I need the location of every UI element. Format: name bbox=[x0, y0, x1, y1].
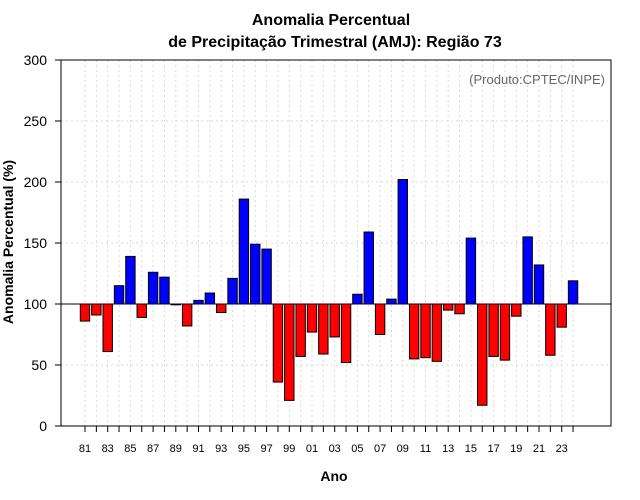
bar-88 bbox=[159, 276, 170, 305]
bar-22 bbox=[545, 303, 556, 356]
bar-97 bbox=[261, 248, 272, 305]
bar-12 bbox=[431, 303, 443, 362]
bars bbox=[79, 179, 579, 406]
y-tick-label: 0 bbox=[39, 418, 47, 434]
y-axis-label: Anomalia Percentual (%) bbox=[0, 160, 16, 324]
x-tick-label: 85 bbox=[124, 443, 136, 455]
bar-84 bbox=[113, 285, 125, 305]
y-tick-label: 300 bbox=[24, 52, 48, 68]
bar-96 bbox=[250, 243, 261, 305]
bar-23 bbox=[556, 303, 567, 328]
x-tick-label: 05 bbox=[351, 443, 363, 455]
x-tick-label: 11 bbox=[420, 443, 431, 455]
bar-93 bbox=[216, 303, 227, 314]
x-tick-label: 83 bbox=[102, 443, 114, 455]
bar-09 bbox=[397, 179, 409, 305]
y-tick-label: 100 bbox=[24, 296, 48, 312]
x-tick-label: 17 bbox=[487, 443, 499, 455]
bar-83 bbox=[102, 303, 113, 353]
bar-90 bbox=[181, 303, 193, 327]
x-tick-label: 15 bbox=[465, 443, 477, 455]
x-tick-label: 95 bbox=[238, 443, 250, 455]
x-tick-label: 93 bbox=[215, 443, 227, 455]
bar-94 bbox=[227, 277, 238, 305]
bar-05 bbox=[352, 293, 363, 305]
chart-title-line-1: Anomalia Percentual bbox=[252, 12, 410, 29]
y-tick-label: 250 bbox=[24, 113, 48, 129]
bar-14 bbox=[454, 303, 465, 315]
bar-20 bbox=[522, 236, 533, 305]
bar-03 bbox=[329, 303, 340, 338]
x-tick-label: 99 bbox=[283, 443, 295, 455]
bar-24 bbox=[567, 280, 579, 305]
x-tick-label: 09 bbox=[397, 443, 409, 455]
x-tick-label: 07 bbox=[374, 443, 386, 455]
y-tick-label: 200 bbox=[24, 174, 48, 190]
bar-86 bbox=[136, 303, 147, 318]
bar-92 bbox=[204, 292, 216, 305]
chart-title-line-2: de Precipitação Trimestral (AMJ): Região… bbox=[168, 34, 502, 51]
bar-16 bbox=[477, 303, 488, 406]
bar-15 bbox=[465, 237, 477, 305]
bar-81 bbox=[79, 303, 91, 322]
bar-91 bbox=[193, 299, 204, 305]
bar-04 bbox=[340, 303, 352, 364]
bar-13 bbox=[443, 303, 454, 311]
bar-87 bbox=[147, 271, 159, 305]
bar-01 bbox=[306, 303, 318, 333]
bar-18 bbox=[499, 303, 511, 361]
bar-19 bbox=[511, 303, 522, 317]
bar-98 bbox=[272, 303, 284, 383]
x-axis-ticks: 81 83 85 87 89 91 93 95 97 99 01 03 05 07 09 11 13 15 17 19… bbox=[79, 426, 574, 455]
x-tick-label: 13 bbox=[442, 443, 454, 455]
bar-21 bbox=[533, 264, 545, 305]
x-tick-label: 03 bbox=[329, 443, 341, 455]
x-tick-label: 87 bbox=[147, 443, 159, 455]
bar-08 bbox=[386, 298, 397, 305]
bar-10 bbox=[408, 303, 420, 360]
x-tick-label: 21 bbox=[533, 443, 545, 455]
bar-06 bbox=[363, 231, 374, 305]
x-tick-label: 23 bbox=[556, 443, 568, 455]
x-tick-label: 89 bbox=[170, 443, 182, 455]
bar-11 bbox=[420, 303, 431, 359]
bar-00 bbox=[295, 303, 306, 357]
bar-99 bbox=[284, 303, 295, 401]
bar-82 bbox=[91, 303, 102, 316]
bar-95 bbox=[238, 198, 250, 305]
y-axis-ticks: 0 50 100 150 200 250 300 bbox=[24, 52, 61, 434]
bar-17 bbox=[488, 303, 499, 357]
x-tick-label: 97 bbox=[260, 443, 272, 455]
x-tick-label: 81 bbox=[79, 443, 91, 455]
x-axis-label: Ano bbox=[320, 468, 347, 484]
product-annotation: (Produto:CPTEC/INPE) bbox=[469, 72, 605, 87]
x-tick-label: 19 bbox=[510, 443, 522, 455]
y-tick-label: 50 bbox=[31, 357, 47, 373]
bar-85 bbox=[125, 255, 136, 305]
bar-07 bbox=[374, 303, 386, 335]
x-tick-label: 91 bbox=[192, 443, 204, 455]
x-tick-label: 01 bbox=[306, 443, 318, 455]
bar-02 bbox=[318, 303, 329, 355]
y-tick-label: 150 bbox=[24, 235, 48, 251]
